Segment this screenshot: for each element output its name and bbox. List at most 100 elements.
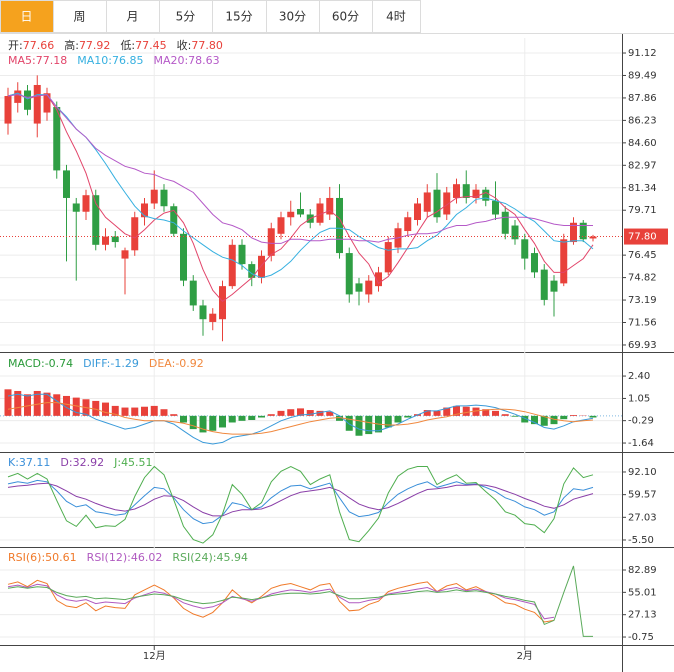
candle-body [365,280,373,295]
candle-body [160,189,168,207]
legend-value: 76.85 [112,54,144,67]
macd-bar [150,405,158,416]
tab[interactable]: 60分 [319,0,373,33]
candle-body [141,203,148,218]
indicator-line [7,583,555,620]
legend-name: MA10: [77,54,112,67]
legend: MACD:-0.74 DIFF:-1.29 DEA:-0.92 [8,357,204,370]
candle-body [570,222,577,243]
candle-body [228,244,236,287]
candle-body [258,255,265,278]
macd-bar [160,409,168,416]
candle-body [472,189,480,198]
candle-body [384,242,392,273]
legend-value: 77.18 [36,54,68,67]
y-tick-label: 89.49 [628,70,657,81]
tab[interactable]: 月 [106,0,160,33]
legend-name: 开: [8,39,23,52]
tab-bg [0,0,54,33]
y-tick-label: 81.34 [628,183,657,194]
macd-bar [365,415,373,435]
macd-bar [121,407,129,416]
legend-value: 77.80 [191,39,223,52]
tab-label: 周 [73,10,85,24]
candle-body [199,305,207,320]
candle-body [492,200,499,215]
macd-bar [423,410,431,416]
tab[interactable]: 15分 [212,0,267,33]
legend-name: DIFF: [83,357,110,370]
macd-bar [180,415,187,423]
tab-bg [319,0,373,33]
candle-body [540,269,548,300]
tab[interactable]: 周 [53,0,107,33]
macd-bar [219,415,226,428]
macd-bar [63,395,70,416]
legend-name: 高: [64,38,79,52]
indicator-line [7,565,593,637]
candle-body [121,250,129,259]
macd-bar [238,415,246,421]
panel: 92.10 59.57 27.03 -5.50 [0,465,657,546]
tab-label: 4时 [386,10,406,24]
candle-body [482,189,490,201]
legend: MA5:77.18 MA10:76.85 MA20:78.63 [8,54,220,67]
candle-body [189,280,197,306]
tab-bg [372,0,421,33]
macd-bar [267,414,275,416]
macd-bar [170,414,178,416]
macd-bar [384,415,392,428]
legend-value: -1.29 [110,357,138,370]
macd-bar [92,400,100,416]
candle-body [297,208,304,215]
indicator-line [7,393,594,445]
macd-bar [297,408,304,416]
candle-body [33,84,41,124]
indicator-line [7,579,555,623]
indicator-line [7,402,594,435]
tab[interactable]: 30分 [266,0,320,33]
tab[interactable]: 日 [0,0,54,33]
tab[interactable]: 5分 [159,0,213,33]
candle-body [24,90,31,110]
candle-body [150,189,158,204]
candle-body [579,222,587,240]
legend-value: 45.51 [121,456,153,469]
candle-body [219,286,226,320]
legend-value: 37.11 [19,456,51,469]
legend-value: 50.61 [45,551,77,564]
candle-body [248,264,256,278]
macd-bar [345,415,353,431]
macd-bar [316,410,324,416]
legend-name: MA20: [153,54,188,67]
candle-body [511,225,519,240]
candle-body [355,283,363,292]
panel: 2.40 1.05 -0.29 -1.64 [0,371,654,449]
candle-body [443,192,451,215]
candle-body [345,253,353,295]
y-tick-label: 82.97 [628,160,657,171]
candle-body [92,195,100,245]
candle-body [414,203,421,221]
tab[interactable]: 4时 [372,0,421,33]
legend: RSI(6):50.61 RSI(12):46.02 RSI(24):45.94 [8,551,248,564]
macd-bar [482,409,490,416]
legend-value: 45.94 [216,551,248,564]
legend-name: 低: [120,39,135,52]
y-tick-label: -1.64 [628,438,654,449]
macd-bar [141,406,148,416]
macd-bar [248,415,256,420]
indicator-line [7,92,594,302]
y-tick-label: 27.13 [628,610,657,621]
candle-body [111,236,119,243]
candle-body [423,192,431,212]
tab-label: 60分 [332,10,359,24]
candle-body [326,197,334,215]
candle-body [375,272,382,287]
candle-body [277,217,285,234]
legend-name: D: [60,456,72,469]
candle-body [63,170,70,198]
y-tick-label: 1.05 [628,393,650,404]
legend: K:37.11 D:32.92 J:45.51 [8,456,153,469]
